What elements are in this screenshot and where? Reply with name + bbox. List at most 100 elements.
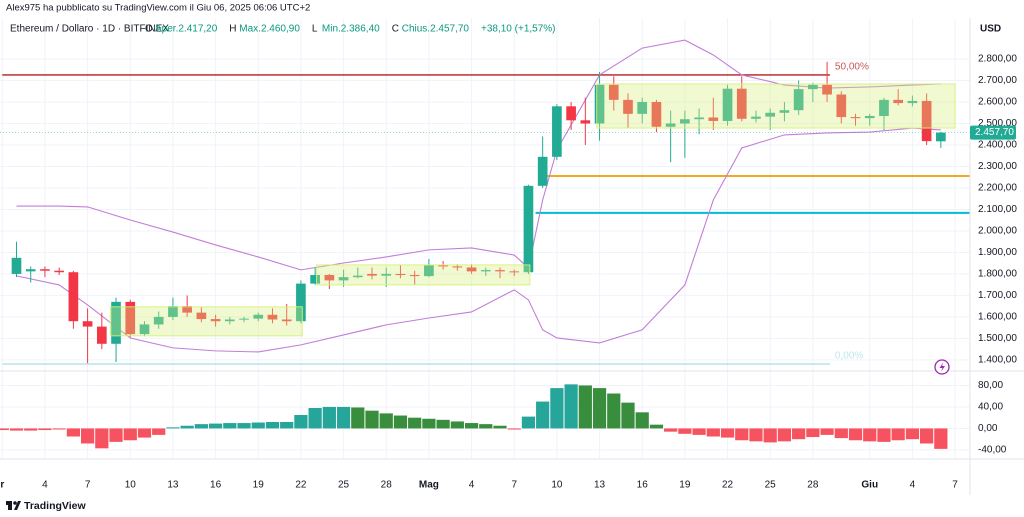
candle-body [11, 257, 22, 274]
y-tick-label: 1.400,00 [978, 355, 1017, 366]
histogram-bar [848, 428, 863, 441]
x-tick-label: 25 [765, 480, 777, 491]
y-tick-label: 2.000,00 [978, 226, 1017, 237]
candle-body [153, 316, 164, 325]
logo-mark [13, 501, 17, 505]
candle-body [537, 156, 548, 186]
candle-body [751, 116, 761, 119]
histogram-bar [24, 428, 38, 431]
histogram-bar [692, 428, 706, 435]
y-tick-label: 1.600,00 [978, 312, 1017, 323]
x-tick-label: 19 [679, 480, 691, 491]
candle-body [864, 115, 875, 119]
candle-body [82, 321, 93, 327]
candle-body [25, 269, 36, 272]
histogram-bar [649, 424, 664, 429]
alert-icon[interactable] [934, 359, 950, 375]
candle-body [424, 265, 434, 277]
y-tick-label: 2.400,00 [978, 140, 1017, 151]
candle-body [54, 270, 64, 273]
y-tick-label: 2.200,00 [978, 183, 1017, 194]
x-tick-label: 13 [167, 480, 179, 491]
y-tick-label: 0,00 [978, 423, 998, 434]
logo-mark [6, 501, 12, 505]
legend-value: Min.2.386,40 [322, 24, 380, 35]
histogram-bar [351, 407, 365, 429]
histogram-bar [137, 428, 152, 438]
histogram-bar [834, 428, 848, 439]
y-tick-label: 2.100,00 [978, 204, 1017, 215]
candle-body [224, 319, 235, 322]
candle-body [793, 89, 804, 111]
x-tick-label: 22 [295, 480, 307, 491]
legend-key: C [392, 24, 399, 35]
candle-body [111, 301, 121, 344]
candle-body [466, 267, 477, 272]
candle-body [239, 318, 249, 320]
histogram-bar [365, 410, 379, 429]
histogram-bar [763, 428, 777, 443]
candle-body [338, 277, 349, 281]
x-tick-label: 10 [551, 480, 563, 491]
histogram-bar [550, 388, 564, 429]
histogram-bar [578, 385, 592, 429]
candle-body [40, 269, 50, 271]
x-tick-label: 10 [125, 480, 137, 491]
candle-body [210, 319, 221, 322]
histogram-bar [479, 424, 493, 429]
x-tick-label: 16 [637, 480, 649, 491]
candle-body [665, 123, 676, 127]
last-price-tag [970, 125, 1016, 140]
histogram-bar [706, 428, 720, 437]
x-tick-label: 28 [807, 480, 819, 491]
candle-body [438, 265, 448, 267]
candle-body [480, 270, 491, 272]
histogram-bar [265, 421, 280, 429]
legend-key: L [312, 24, 318, 35]
y-tick-label: 1.700,00 [978, 290, 1017, 301]
histogram-bar [777, 428, 792, 442]
histogram-bar [280, 421, 294, 429]
histogram-bar [536, 401, 550, 429]
brand: TradingView [24, 500, 86, 512]
histogram-bar [735, 428, 749, 441]
candle-body [523, 185, 534, 273]
x-tick-label: 19 [253, 480, 265, 491]
legend-change: +38,10 (+1,57%) [481, 24, 556, 35]
candle-body [352, 275, 363, 278]
candle-body [708, 117, 719, 121]
alert-bolt[interactable] [939, 362, 946, 372]
x-tick-label: 25 [338, 480, 350, 491]
histogram-bar [607, 393, 621, 429]
histogram-bar [66, 428, 80, 437]
histogram-bar [194, 424, 208, 429]
histogram-bar [208, 423, 223, 429]
histogram-bar [9, 428, 24, 431]
histogram-bar [408, 417, 422, 429]
x-tick-label: Mag [419, 480, 439, 491]
candle-body [765, 112, 776, 117]
indicator-pane [0, 384, 948, 449]
x-tick-label: 16 [210, 480, 222, 491]
histogram-bar [0, 428, 9, 431]
range-box [109, 306, 303, 337]
y-tick-label: -40,00 [978, 445, 1007, 456]
last-price-label: 2.457,70 [975, 127, 1014, 138]
histogram-bar [123, 428, 137, 441]
price-pane: 50,00% 0,00% [0, 39, 970, 365]
histogram-bar [80, 428, 95, 444]
histogram-bar [223, 423, 237, 429]
candle-body [552, 106, 562, 157]
histogram-bar [934, 428, 948, 449]
legend-value: Chius.2.457,70 [402, 24, 470, 35]
candle-body [779, 110, 790, 113]
histogram-bar [877, 428, 891, 442]
histogram-bar [792, 428, 806, 440]
candle-body [96, 326, 107, 344]
legend: O Aper.2.417,20 H Max.2.460,90 L Min.2.386,40… [145, 24, 556, 35]
candle-body [808, 84, 818, 90]
histogram-bar [464, 423, 479, 429]
histogram-bar [422, 418, 436, 429]
candle-body [623, 99, 633, 114]
histogram-bar [891, 428, 905, 441]
